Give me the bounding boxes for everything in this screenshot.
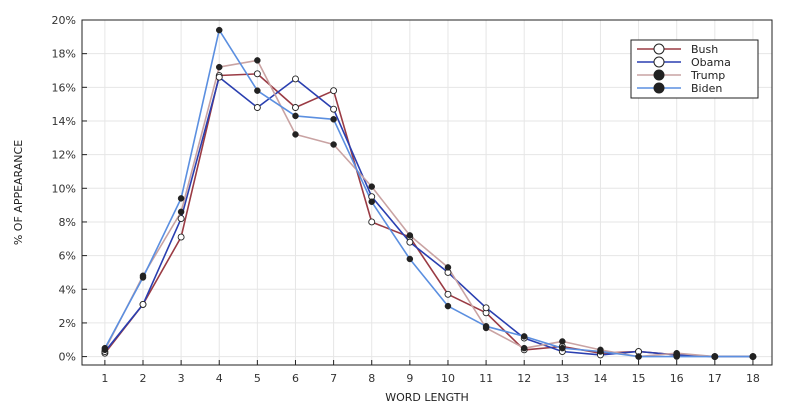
series-bush <box>104 73 753 358</box>
data-point-biden <box>711 353 719 360</box>
data-point-biden <box>482 323 490 330</box>
data-point-trump <box>254 57 261 64</box>
legend-item-trump: Trump <box>637 69 725 82</box>
data-point-trump <box>520 344 528 352</box>
data-point-biden <box>368 198 375 206</box>
series-line-obama <box>104 76 753 358</box>
data-point-biden <box>559 344 566 352</box>
data-point-biden <box>597 348 604 355</box>
data-point-biden <box>520 333 528 340</box>
data-point-biden <box>749 353 757 360</box>
legend-swatch-marker <box>653 56 665 68</box>
x-tick-label: 7 <box>330 372 337 385</box>
x-tick-label: 9 <box>406 372 413 385</box>
data-point-trump <box>406 232 414 239</box>
data-point-biden <box>215 26 223 34</box>
data-point-biden <box>139 274 147 281</box>
data-point-obama <box>330 105 338 113</box>
x-tick-label: 1 <box>101 372 108 385</box>
legend-swatch-marker <box>653 82 665 94</box>
series-biden <box>104 29 753 358</box>
y-tick-label: 2% <box>59 317 76 330</box>
x-axis-title: WORD LENGTH <box>385 391 469 404</box>
y-tick-label: 6% <box>59 250 76 263</box>
axis-ticks: 0%2%4%6%8%10%12%14%16%18%20%1 2 3 4 5 6 7 8 9 10 1… <box>52 14 760 385</box>
data-point-bush <box>444 290 452 298</box>
y-tick-label: 10% <box>52 182 76 195</box>
data-point-obama <box>482 304 490 312</box>
legend-swatch-marker <box>653 43 665 55</box>
data-point-biden <box>254 87 261 94</box>
series-points-trump <box>101 57 757 360</box>
data-point-obama <box>406 238 414 246</box>
series-points-biden <box>101 26 757 360</box>
x-tick-label: 5 <box>254 372 261 385</box>
data-point-biden <box>635 353 642 360</box>
legend-label: Biden <box>691 82 722 95</box>
data-point-trump <box>330 141 337 148</box>
data-point-biden <box>444 302 452 310</box>
legend-swatch-marker <box>653 69 665 81</box>
data-point-biden <box>177 195 185 202</box>
y-tick-label: 18% <box>52 48 76 61</box>
legend-label: Obama <box>691 56 731 69</box>
data-point-trump <box>444 264 452 271</box>
data-point-bush <box>330 87 338 95</box>
data-point-biden <box>406 255 414 263</box>
data-point-bush <box>292 104 299 111</box>
data-point-trump <box>215 63 223 71</box>
x-tick-label: 18 <box>746 372 760 385</box>
legend-item-obama: Obama <box>637 56 731 69</box>
x-tick-label: 16 <box>670 372 684 385</box>
x-tick-label: 4 <box>216 372 223 385</box>
x-tick-label: 8 <box>368 372 375 385</box>
x-tick-label: 2 <box>139 372 146 385</box>
y-tick-label: 8% <box>59 216 76 229</box>
series-line-bush <box>104 73 753 358</box>
plot-frame <box>81 19 773 366</box>
y-tick-label: 4% <box>59 283 76 296</box>
x-tick-label: 3 <box>178 372 185 385</box>
data-point-trump <box>368 183 375 190</box>
data-point-obama <box>215 73 223 81</box>
series-line-biden <box>104 29 753 358</box>
data-point-biden <box>292 112 299 120</box>
y-tick-label: 12% <box>52 149 76 162</box>
data-point-obama <box>139 300 147 308</box>
data-point-trump <box>559 338 566 345</box>
x-tick-label: 15 <box>632 372 646 385</box>
data-point-bush <box>177 233 185 241</box>
data-point-biden <box>673 353 680 360</box>
x-tick-label: 13 <box>555 372 569 385</box>
data-point-trump <box>177 208 185 216</box>
legend-item-biden: Biden <box>637 82 722 95</box>
x-tick-label: 12 <box>517 372 531 385</box>
y-tick-label: 0% <box>59 351 76 364</box>
legend-label: Trump <box>690 69 725 82</box>
y-axis-title: % OF APPEARANCE <box>12 140 25 245</box>
x-tick-label: 6 <box>292 372 299 385</box>
legend-item-bush: Bush <box>637 43 718 56</box>
data-point-obama <box>253 104 261 111</box>
y-tick-label: 20% <box>52 14 76 27</box>
x-tick-label: 17 <box>708 372 722 385</box>
series-lines <box>101 26 757 361</box>
y-tick-label: 16% <box>52 81 76 94</box>
data-point-obama <box>292 75 299 83</box>
x-tick-label: 11 <box>479 372 493 385</box>
data-point-bush <box>368 218 376 226</box>
data-point-trump <box>292 131 299 138</box>
series-obama <box>104 76 753 358</box>
data-point-biden <box>330 116 337 123</box>
data-point-obama <box>177 215 185 223</box>
data-point-bush <box>253 70 261 78</box>
data-point-biden <box>101 344 109 352</box>
x-tick-label: 14 <box>593 372 607 385</box>
x-tick-label: 10 <box>441 372 455 385</box>
y-tick-label: 14% <box>52 115 76 128</box>
legend-label: Bush <box>691 43 718 56</box>
